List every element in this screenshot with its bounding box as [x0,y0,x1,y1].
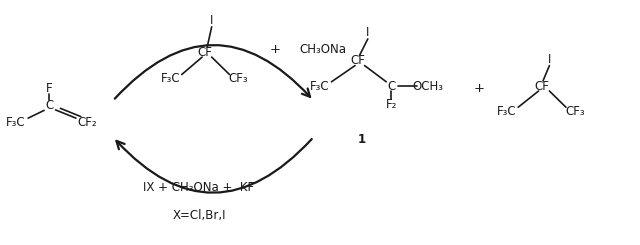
Text: I: I [210,14,213,27]
Text: 1: 1 [357,133,365,146]
Text: I: I [366,26,369,39]
Text: CH₃ONa: CH₃ONa [300,43,347,56]
Text: F₂: F₂ [386,98,397,111]
Text: F₃C: F₃C [161,73,180,86]
Text: C: C [45,99,53,112]
Text: F: F [46,82,52,95]
Text: CF₃: CF₃ [228,73,248,86]
Text: OCH₃: OCH₃ [413,80,444,93]
Text: CF: CF [198,46,212,59]
Text: F₃C: F₃C [497,105,516,118]
Text: CF₃: CF₃ [565,105,585,118]
Text: X=Cl,Br,I: X=Cl,Br,I [172,209,226,222]
Text: +: + [474,82,485,95]
Text: F₃C: F₃C [6,116,25,129]
Text: +: + [270,43,281,56]
Text: F₃C: F₃C [310,80,330,93]
Text: CF: CF [534,80,549,93]
Text: IX + CH₃ONa +  KF: IX + CH₃ONa + KF [143,181,255,194]
Text: CF: CF [351,54,365,67]
Text: CF₂: CF₂ [77,116,97,129]
Text: I: I [548,53,551,66]
Text: C: C [387,80,396,93]
